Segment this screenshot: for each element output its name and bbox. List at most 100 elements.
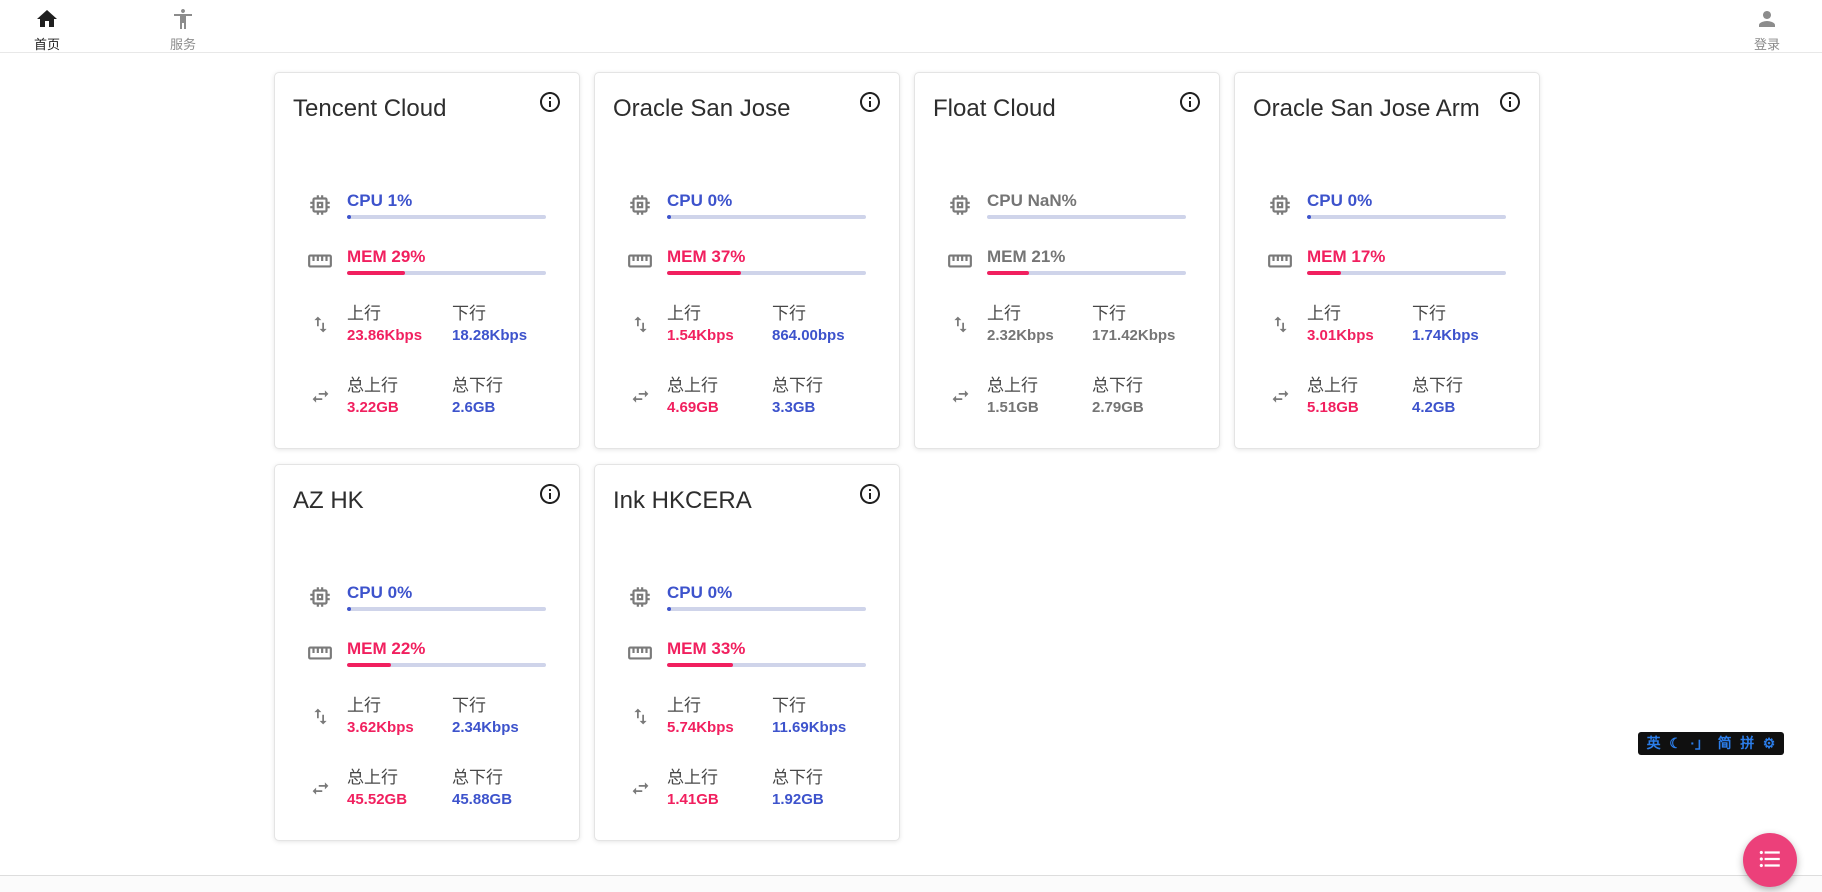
upload-speed-value: 1.54Kbps [667,327,734,344]
cpu-usage-label: CPU 0% [667,583,733,602]
total-download-label: 总下行 [772,768,823,787]
card-header: Oracle San Jose Arm [1235,73,1539,124]
info-icon[interactable] [1178,90,1202,114]
server-name: Ink HKCERA [613,487,752,514]
swap-vert-icon [613,706,667,727]
info-icon[interactable] [1498,90,1522,114]
upload-speed-value: 2.32Kbps [987,327,1054,344]
total-download-label: 总下行 [1092,376,1143,395]
total-upload-label: 总上行 [1307,376,1358,395]
ime-punctuation[interactable]: ·」 [1690,735,1710,751]
speed-row: 上行 23.86Kbps 下行 18.28Kbps [275,303,579,345]
download-label: 下行 [452,696,486,715]
mem-progress-fill [1307,271,1341,275]
ime-fullwidth-moon[interactable]: ☾ [1669,735,1682,751]
server-card: Tencent Cloud CPU 1% MEM 29% [274,72,580,449]
info-icon[interactable] [538,90,562,114]
speed-row: 上行 1.54Kbps 下行 864.00bps [595,303,899,345]
swap-vert-icon [293,706,347,727]
ruler-icon [613,639,667,667]
cpu-chip-icon [613,583,667,611]
total-download-value: 45.88GB [452,791,513,808]
footer-divider [0,875,1822,892]
upload-label: 上行 [347,696,381,715]
cpu-chip-icon [1253,191,1307,219]
upload-label: 上行 [667,696,701,715]
speed-row: 上行 3.62Kbps 下行 2.34Kbps [275,695,579,737]
server-card: Oracle San Jose Arm CPU 0% MEM 17% [1234,72,1540,449]
card-header: Ink HKCERA [595,465,899,516]
server-card: Ink HKCERA CPU 0% MEM 33% [594,464,900,841]
ime-lang-mode[interactable]: 英 [1646,735,1661,751]
ruler-icon [613,247,667,275]
total-upload-value: 1.51GB [987,399,1039,416]
cpu-row: CPU NaN% [915,191,1219,219]
mem-progress-bar [347,271,546,275]
total-download-value: 1.92GB [772,791,824,808]
nav-login-label: 登录 [1753,37,1780,52]
cpu-row: CPU 0% [595,191,899,219]
nav-services-label: 服务 [170,37,197,52]
mem-progress-fill [347,271,405,275]
ime-settings-gear[interactable]: ⚙ [1762,735,1776,751]
swap-horiz-icon [613,778,667,799]
cpu-chip-icon [613,191,667,219]
cpu-progress-fill [667,607,671,611]
cpu-usage-label: CPU 0% [667,191,733,210]
cpu-chip-icon [933,191,987,219]
server-name: AZ HK [293,487,364,514]
mem-usage-label: MEM 29% [347,247,426,266]
cpu-progress-fill [347,215,351,219]
ime-pinyin[interactable]: 拼 [1740,735,1755,751]
cpu-progress-bar [1307,215,1506,219]
total-download-label: 总下行 [1412,376,1463,395]
nav-item-login[interactable]: 登录 [1754,7,1780,52]
mem-progress-bar [667,271,866,275]
cpu-row: CPU 0% [1235,191,1539,219]
cpu-usage-label: CPU NaN% [987,191,1077,210]
card-stats: CPU 0% MEM 22% 上行 [275,583,579,809]
mem-row: MEM 29% [275,247,579,275]
server-card: Oracle San Jose CPU 0% MEM 37% [594,72,900,449]
cpu-progress-bar [667,215,866,219]
cpu-usage-label: CPU 0% [1307,191,1373,210]
card-stats: CPU 1% MEM 29% 上行 [275,191,579,417]
list-icon [1757,846,1783,875]
server-name: Float Cloud [933,95,1056,122]
total-upload-label: 总上行 [667,768,718,787]
download-label: 下行 [1412,304,1446,323]
total-upload-label: 总上行 [347,376,398,395]
server-name: Oracle San Jose [613,95,791,122]
cpu-row: CPU 0% [275,583,579,611]
info-icon[interactable] [538,482,562,506]
server-card: Float Cloud CPU NaN% MEM 21% [914,72,1220,449]
ruler-icon [293,247,347,275]
swap-vert-icon [613,314,667,335]
mem-usage-label: MEM 37% [667,247,746,266]
total-row: 总上行 1.41GB 总下行 1.92GB [595,767,899,809]
mem-progress-bar [1307,271,1506,275]
swap-horiz-icon [293,778,347,799]
server-name: Oracle San Jose Arm [1253,95,1480,122]
info-icon[interactable] [858,482,882,506]
total-row: 总上行 4.69GB 总下行 3.3GB [595,375,899,417]
total-row: 总上行 1.51GB 总下行 2.79GB [915,375,1219,417]
server-list-fab[interactable] [1743,833,1797,887]
card-stats: CPU 0% MEM 33% 上行 [595,583,899,809]
speed-row: 上行 5.74Kbps 下行 11.69Kbps [595,695,899,737]
ime-simplified-chinese[interactable]: 简 [1717,735,1732,751]
ruler-icon [933,247,987,275]
mem-progress-fill [667,271,741,275]
total-upload-label: 总上行 [987,376,1038,395]
nav-item-services[interactable]: 服务 [170,7,196,52]
download-label: 下行 [772,304,806,323]
nav-item-home[interactable]: 首页 [34,7,60,52]
card-header: Tencent Cloud [275,73,579,124]
cpu-row: CPU 1% [275,191,579,219]
mem-progress-bar [347,663,546,667]
swap-vert-icon [933,314,987,335]
download-speed-value: 11.69Kbps [772,719,847,736]
swap-horiz-icon [1253,386,1307,407]
info-icon[interactable] [858,90,882,114]
upload-speed-value: 5.74Kbps [667,719,734,736]
